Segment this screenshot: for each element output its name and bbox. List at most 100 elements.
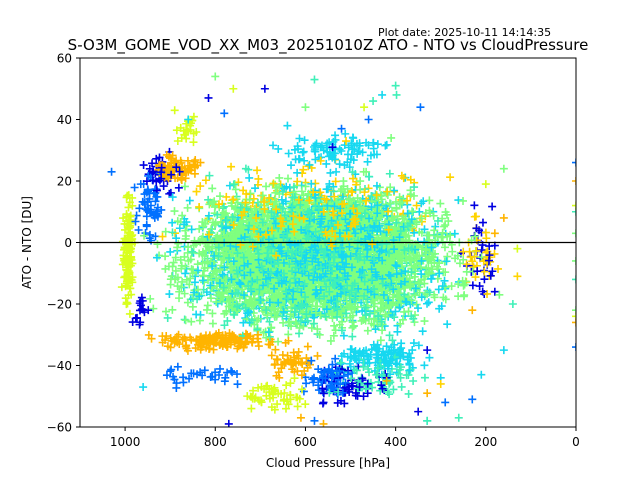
data-point-cyan bbox=[241, 314, 250, 323]
data-point-gold bbox=[192, 187, 201, 196]
data-point-light-green bbox=[438, 214, 447, 223]
data-point-light-green bbox=[398, 315, 407, 324]
data-point-light-green bbox=[183, 203, 192, 212]
data-point-cyan bbox=[326, 168, 335, 177]
data-point-cyan bbox=[317, 141, 326, 150]
data-point-cyan bbox=[168, 193, 177, 202]
data-point-light-green bbox=[430, 226, 439, 235]
data-point-dark-blue bbox=[137, 293, 146, 302]
data-point-light-green bbox=[420, 317, 429, 326]
data-point-light-green bbox=[348, 323, 357, 332]
data-point-cyan bbox=[337, 146, 346, 155]
data-point-yellow-green bbox=[123, 191, 132, 200]
data-point-light-green bbox=[216, 192, 225, 201]
data-point-aquamarine bbox=[359, 362, 368, 371]
data-point-orange bbox=[191, 156, 200, 165]
data-point-light-green bbox=[161, 307, 170, 316]
data-point-light-green bbox=[275, 173, 284, 182]
data-point-mid-blue bbox=[185, 374, 194, 383]
data-point-mid-blue bbox=[196, 368, 205, 377]
data-point-light-green bbox=[329, 331, 338, 340]
data-point-yellow-green bbox=[284, 400, 293, 409]
data-point-light-green bbox=[262, 182, 271, 191]
data-point-gold bbox=[304, 162, 313, 171]
data-point-light-green bbox=[412, 300, 421, 309]
data-point-dark-blue bbox=[475, 282, 484, 291]
data-point-light-green bbox=[407, 296, 416, 305]
data-point-gold bbox=[299, 165, 308, 174]
data-point-cyan bbox=[414, 341, 423, 350]
data-point-light-green bbox=[441, 221, 450, 230]
data-point-light-green bbox=[208, 319, 217, 328]
data-point-cyan bbox=[409, 339, 418, 348]
data-point-cyan bbox=[372, 150, 381, 159]
data-point-cyan bbox=[190, 278, 199, 287]
data-point-yellow-green bbox=[182, 134, 191, 143]
data-point-yellow-green bbox=[295, 394, 304, 403]
data-point-yellow-green bbox=[269, 385, 278, 394]
data-point-cyan bbox=[382, 342, 391, 351]
data-point-mid-blue bbox=[232, 370, 241, 379]
data-point-light-green bbox=[200, 251, 209, 260]
data-point-mid-blue bbox=[302, 379, 311, 388]
data-point-mid-blue bbox=[135, 204, 144, 213]
data-point-cyan bbox=[295, 134, 304, 143]
plot-date: Plot date: 2025-10-11 14:14:35 bbox=[378, 26, 551, 39]
data-point-light-green bbox=[459, 292, 468, 301]
data-point-light-green bbox=[180, 182, 189, 191]
data-point-yellow-green bbox=[292, 393, 301, 402]
data-point-orange bbox=[273, 355, 282, 364]
data-point-light-green bbox=[169, 258, 178, 267]
data-point-cyan bbox=[307, 179, 316, 188]
data-point-orange bbox=[283, 356, 292, 365]
data-point-light-green bbox=[231, 204, 240, 213]
data-point-light-green bbox=[146, 294, 155, 303]
data-point-light-green bbox=[411, 311, 420, 320]
data-point-light-green bbox=[184, 243, 193, 252]
data-point-dark-blue bbox=[480, 275, 489, 284]
data-point-aquamarine bbox=[386, 378, 395, 387]
data-point-light-green bbox=[170, 207, 179, 216]
data-point-cyan bbox=[300, 136, 309, 145]
data-point-cyan bbox=[369, 138, 378, 147]
data-point-cyan bbox=[293, 168, 302, 177]
data-point-light-green bbox=[195, 316, 204, 325]
data-point-cyan bbox=[454, 196, 463, 205]
data-point-cyan bbox=[305, 160, 314, 169]
data-point-light-green bbox=[258, 191, 267, 200]
data-point-light-green bbox=[385, 199, 394, 208]
data-point-light-green bbox=[301, 182, 310, 191]
data-point-cyan bbox=[450, 229, 459, 238]
data-point-light-green bbox=[330, 321, 339, 330]
data-point-gold bbox=[494, 264, 503, 273]
data-point-orange bbox=[271, 345, 280, 354]
data-point-cyan bbox=[322, 159, 331, 168]
data-point-cyan bbox=[443, 320, 452, 329]
data-point-cyan bbox=[418, 327, 427, 336]
data-point-orange bbox=[290, 358, 299, 367]
data-point-cyan bbox=[396, 353, 405, 362]
data-point-light-green bbox=[316, 311, 325, 320]
data-point-orange bbox=[212, 338, 221, 347]
data-point-mid-blue bbox=[200, 366, 209, 375]
data-point-mid-blue bbox=[167, 365, 176, 374]
data-point-mid-blue bbox=[227, 366, 236, 375]
data-point-light-green bbox=[284, 174, 293, 183]
data-point-cyan bbox=[350, 144, 359, 153]
data-point-orange bbox=[242, 333, 251, 342]
data-point-light-green bbox=[153, 240, 162, 249]
data-point-cyan bbox=[420, 361, 429, 370]
data-point-gold bbox=[462, 260, 471, 269]
data-point-gold bbox=[249, 194, 258, 203]
data-point-cyan bbox=[381, 141, 390, 150]
data-point-dark-blue bbox=[488, 202, 497, 211]
data-point-light-green bbox=[185, 280, 194, 289]
data-point-light-green bbox=[437, 233, 446, 242]
data-point-cyan bbox=[373, 140, 382, 149]
data-point-cyan bbox=[435, 304, 444, 313]
data-point-yellow-green bbox=[247, 404, 256, 413]
data-point-light-green bbox=[339, 177, 348, 186]
data-point-light-green bbox=[271, 188, 280, 197]
data-point-light-green bbox=[274, 337, 283, 346]
data-point-aquamarine bbox=[409, 208, 418, 217]
